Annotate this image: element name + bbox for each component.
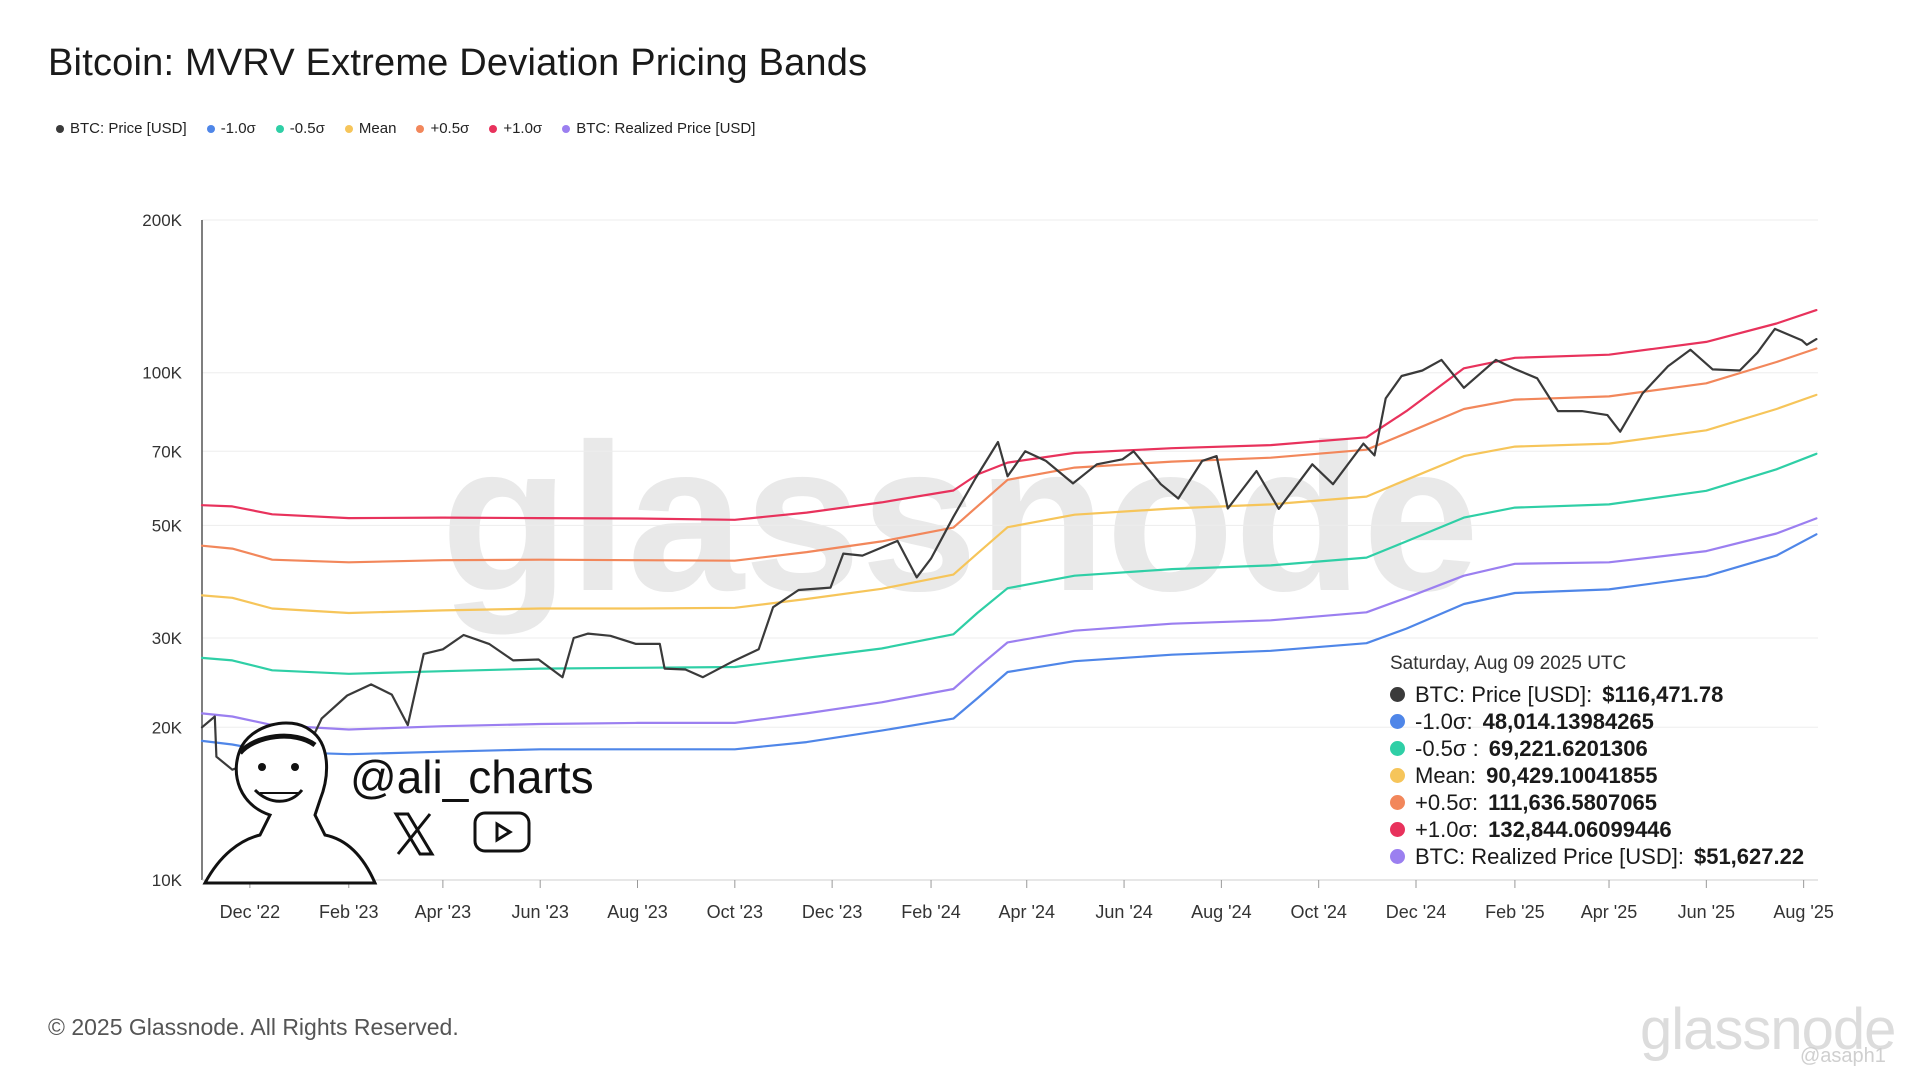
tooltip-label: -1.0σ:	[1415, 709, 1473, 734]
series-line	[200, 347, 1818, 564]
tooltip-dot-icon	[1390, 687, 1405, 702]
y-tick-label: 100K	[142, 364, 182, 383]
x-tick-label: Jun '23	[511, 902, 568, 922]
tooltip-dot-icon	[1390, 822, 1405, 837]
tooltip-dot-icon	[1390, 741, 1405, 756]
y-tick-label: 20K	[152, 718, 183, 737]
legend-dot-icon	[562, 124, 571, 133]
legend-label: +1.0σ	[503, 120, 543, 137]
legend-dot-icon	[344, 124, 353, 133]
credit-text: @asaph1	[1800, 1045, 1886, 1067]
x-tick-label: Dec '23	[802, 902, 862, 922]
legend-dot-icon	[275, 124, 284, 133]
tooltip-value: $116,471.78	[1602, 682, 1724, 707]
legend-dot-icon	[206, 124, 215, 133]
y-tick-label: 30K	[152, 629, 183, 648]
author-handle: @ali_charts	[350, 751, 594, 803]
tooltip-label: Mean:	[1415, 763, 1477, 788]
x-tick-label: Aug '24	[1191, 902, 1252, 922]
tooltip-value: 132,844.06099446	[1488, 817, 1672, 842]
y-axis: 10K 20K 30K 50K 70K 100K 200K	[142, 211, 203, 890]
x-tick-label: Jun '24	[1095, 902, 1152, 922]
tooltip-row: Mean: 90,429.10041855	[1390, 762, 1804, 789]
tooltip-label: BTC: Price [USD]:	[1415, 682, 1593, 707]
x-tick-label: Oct '24	[1290, 902, 1346, 922]
y-tick-label: 50K	[152, 516, 183, 535]
series-lines	[200, 309, 1818, 771]
series-line	[200, 393, 1818, 615]
x-tick-label: Apr '23	[415, 902, 471, 922]
x-tick-label: Feb '23	[319, 902, 378, 922]
tooltip-row: -0.5σ : 69,221.6201306	[1390, 735, 1804, 762]
legend-label: +0.5σ	[430, 120, 470, 137]
tooltip-dot-icon	[1390, 714, 1405, 729]
tooltip-value: 69,221.6201306	[1488, 736, 1648, 761]
tooltip-date: Saturday, Aug 09 2025 UTC	[1390, 653, 1627, 674]
tooltip-label: +1.0σ:	[1415, 817, 1479, 842]
avatar-sketch	[202, 721, 378, 885]
y-tick-label: 10K	[152, 871, 183, 890]
legend-label: -0.5σ	[289, 120, 325, 137]
tooltip-label: +0.5σ:	[1415, 790, 1479, 815]
legend-label: BTC: Realized Price [USD]	[576, 120, 756, 137]
tooltip-value: 90,429.10041855	[1486, 763, 1658, 788]
x-tick-label: Feb '25	[1485, 902, 1544, 922]
legend-item[interactable]: Mean	[344, 120, 397, 137]
tooltip-dot-icon	[1390, 795, 1405, 810]
tooltip-row: BTC: Realized Price [USD]: $51,627.22	[1390, 843, 1804, 870]
x-tick-label: Dec '24	[1386, 902, 1446, 922]
copyright-text: © 2025 Glassnode. All Rights Reserved.	[48, 1014, 459, 1040]
tooltip-row: +1.0σ: 132,844.06099446	[1390, 816, 1804, 843]
legend-label: BTC: Price [USD]	[70, 120, 187, 137]
tooltip-dot-icon	[1390, 768, 1405, 783]
series-line	[200, 309, 1818, 521]
x-tick-label: Oct '23	[707, 902, 763, 922]
x-tick-label: Dec '22	[220, 902, 280, 922]
tooltip-row: +0.5σ: 111,636.5807065	[1390, 789, 1804, 816]
legend-item[interactable]: BTC: Realized Price [USD]	[562, 120, 755, 137]
legend-item[interactable]: +0.5σ	[416, 120, 469, 137]
legend-item[interactable]: -0.5σ	[275, 120, 325, 137]
tooltip-value: 48,014.13984265	[1482, 709, 1654, 734]
x-tick-label: Apr '24	[999, 902, 1055, 922]
y-tick-label: 70K	[152, 442, 183, 461]
page-title: Bitcoin: MVRV Extreme Deviation Pricing …	[48, 42, 868, 84]
series-line	[200, 533, 1818, 756]
legend-dot-icon	[489, 124, 498, 133]
tooltip-row: -1.0σ: 48,014.13984265	[1390, 708, 1804, 735]
tooltip-dot-icon	[1390, 849, 1405, 864]
x-tick-label: Feb '24	[901, 902, 960, 922]
y-tick-label: 200K	[142, 211, 182, 230]
legend-item[interactable]: +1.0σ	[489, 120, 542, 137]
social-icons	[390, 810, 532, 858]
x-tick-label: Aug '23	[607, 902, 668, 922]
legend-item[interactable]: BTC: Price [USD]	[56, 120, 187, 137]
youtube-icon	[473, 811, 531, 853]
series-line	[200, 452, 1818, 675]
tooltip-label: -0.5σ :	[1415, 736, 1479, 761]
tooltip-value: 111,636.5807065	[1488, 790, 1657, 815]
x-logo-icon	[393, 812, 435, 856]
legend-dot-icon	[416, 124, 425, 133]
legend-label: -1.0σ	[220, 120, 256, 137]
brand-logo: glassnode	[1640, 997, 1896, 1062]
legend-label: Mean	[358, 120, 397, 137]
x-axis: Dec '22 Feb '23 Apr '23 Jun '23 Aug '23 Oct '…	[202, 879, 1834, 922]
x-tick-label: Aug '25	[1773, 902, 1834, 922]
tooltip-row: BTC: Price [USD]: $116,471.78	[1390, 681, 1804, 708]
tooltip-label: BTC: Realized Price [USD]:	[1415, 844, 1684, 869]
series-line	[200, 517, 1818, 731]
x-tick-label: Apr '25	[1581, 902, 1637, 922]
tooltip-value: $51,627.22	[1693, 844, 1805, 869]
chart-legend: BTC: Price [USD] -1.0σ -0.5σ Mean +0.5σ +1.0σ…	[56, 120, 755, 137]
series-line	[200, 327, 1818, 771]
tooltip-panel: Saturday, Aug 09 2025 UTC BTC: Price [US…	[1390, 650, 1804, 870]
legend-item[interactable]: -1.0σ	[206, 120, 256, 137]
x-tick-label: Jun '25	[1678, 902, 1735, 922]
legend-dot-icon	[56, 124, 64, 133]
